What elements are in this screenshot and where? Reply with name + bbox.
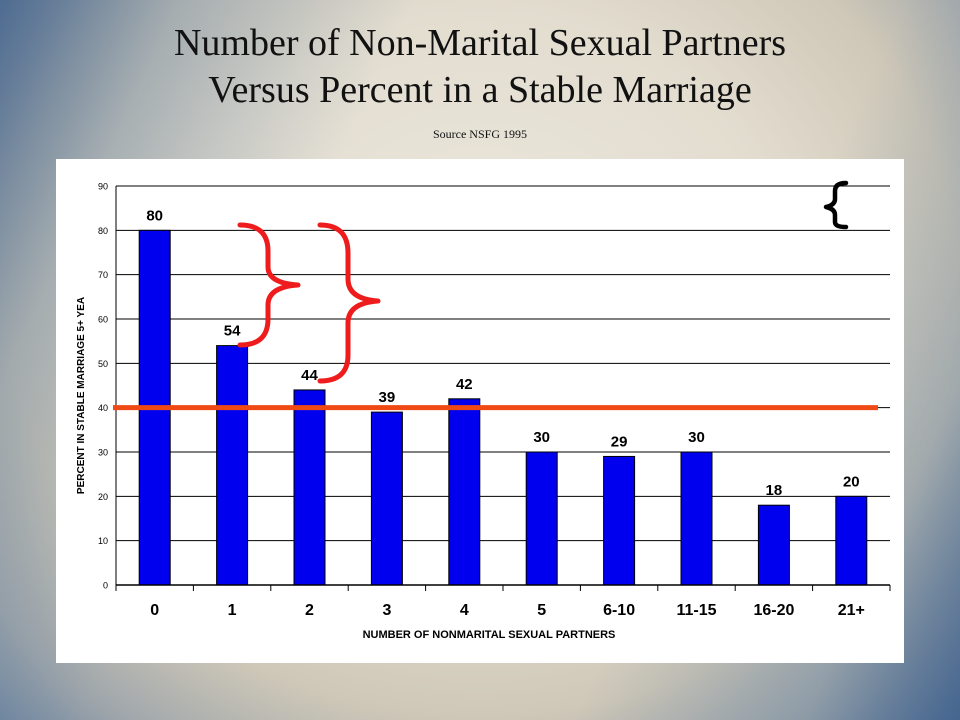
bar <box>216 345 249 586</box>
x-axis-title: NUMBER OF NONMARITAL SEXUAL PARTNERS <box>363 629 616 641</box>
y-tick-label: 0 <box>103 581 108 591</box>
bar <box>525 451 558 586</box>
data-label: 39 <box>379 389 396 406</box>
x-tick-label: 5 <box>537 602 546 619</box>
source-note: Source NSFG 1995 <box>432 127 527 141</box>
data-label: 44 <box>301 367 318 384</box>
x-tick-label: 16-20 <box>753 602 794 619</box>
data-label: 20 <box>843 473 860 490</box>
bar <box>370 411 403 586</box>
bar <box>757 504 790 586</box>
x-tick-label: 0 <box>150 602 159 619</box>
x-tick-label: 4 <box>460 602 469 619</box>
data-label: 42 <box>456 376 473 393</box>
x-tick-label: 1 <box>228 602 237 619</box>
bar <box>293 389 326 586</box>
y-tick-label: 30 <box>98 448 108 458</box>
y-tick-label: 80 <box>98 226 108 236</box>
bar <box>835 495 868 586</box>
y-axis-title: PERCENT IN STABLE MARRIAGE 5+ YEA <box>76 297 87 494</box>
x-tick-label: 2 <box>305 602 314 619</box>
y-tick-label: 60 <box>98 315 108 325</box>
data-label: 18 <box>766 482 783 499</box>
x-tick-label: 3 <box>382 602 391 619</box>
slide-title: Number of Non-Marital Sexual Partners Ve… <box>0 20 960 114</box>
data-label: 54 <box>224 323 241 340</box>
data-label: 30 <box>533 429 550 446</box>
y-tick-label: 40 <box>98 403 108 413</box>
x-tick-label: 21+ <box>838 602 865 619</box>
y-tick-label: 50 <box>98 359 108 369</box>
x-tick-label: 6-10 <box>603 602 635 619</box>
chart-panel: 0 10 20 30 40 50 60 70 80 90 80 0 54 1 44 2 39 3 42 4 30 5 29 6… <box>56 159 904 663</box>
y-tick-label: 90 <box>98 182 108 192</box>
brace-icon <box>237 222 301 348</box>
data-label: 29 <box>611 433 628 450</box>
y-tick-label: 10 <box>98 536 108 546</box>
title-line-1: Number of Non-Marital Sexual Partners <box>173 22 787 64</box>
x-tick-label: 11-15 <box>676 602 716 619</box>
y-tick-label: 20 <box>98 492 108 502</box>
bar <box>448 398 481 586</box>
data-label: 30 <box>688 429 705 446</box>
bar <box>680 451 713 586</box>
brace-icon <box>317 222 381 384</box>
data-label: 80 <box>146 207 163 224</box>
title-line-2: Versus Percent in a Stable Marriage <box>208 69 752 111</box>
bar-chart: 0 10 20 30 40 50 60 70 80 90 80 0 54 1 44 2 39 3 42 4 30 5 29 6… <box>76 180 891 641</box>
brace-icon <box>823 180 849 230</box>
y-tick-label: 70 <box>98 270 108 280</box>
bar <box>603 455 636 586</box>
